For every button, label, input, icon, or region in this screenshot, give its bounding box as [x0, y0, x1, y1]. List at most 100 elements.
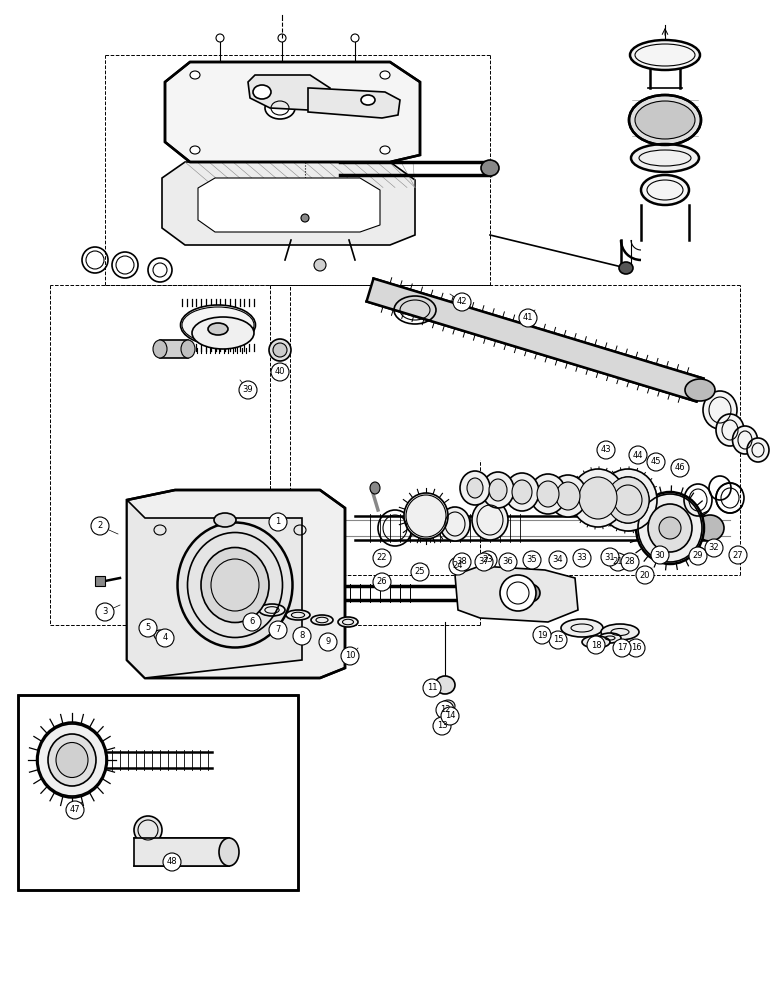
- Ellipse shape: [472, 500, 508, 540]
- Circle shape: [341, 647, 359, 665]
- Text: 43: 43: [601, 446, 611, 454]
- Text: 45: 45: [651, 458, 662, 466]
- Ellipse shape: [301, 214, 309, 222]
- Ellipse shape: [269, 339, 291, 361]
- Circle shape: [373, 549, 391, 567]
- Ellipse shape: [219, 838, 239, 866]
- Text: 14: 14: [445, 712, 455, 720]
- Polygon shape: [127, 500, 302, 678]
- Ellipse shape: [190, 71, 200, 79]
- Text: 32: 32: [709, 544, 720, 552]
- Text: 17: 17: [617, 644, 628, 652]
- Text: 10: 10: [345, 652, 355, 660]
- Text: 38: 38: [456, 558, 467, 566]
- Ellipse shape: [253, 85, 271, 99]
- Text: 27: 27: [733, 550, 743, 560]
- Circle shape: [436, 701, 454, 719]
- Ellipse shape: [641, 175, 689, 205]
- Ellipse shape: [520, 584, 540, 602]
- Text: 20: 20: [640, 570, 650, 580]
- Ellipse shape: [530, 474, 566, 514]
- Ellipse shape: [614, 485, 642, 515]
- Text: 21: 21: [613, 558, 623, 566]
- Circle shape: [441, 707, 459, 725]
- Ellipse shape: [619, 262, 633, 274]
- Circle shape: [139, 619, 157, 637]
- Ellipse shape: [505, 473, 539, 511]
- Ellipse shape: [571, 469, 625, 527]
- Circle shape: [475, 553, 493, 571]
- Polygon shape: [198, 178, 380, 232]
- Ellipse shape: [273, 343, 287, 357]
- Ellipse shape: [181, 340, 195, 358]
- Circle shape: [549, 631, 567, 649]
- Circle shape: [533, 626, 551, 644]
- Ellipse shape: [601, 624, 639, 640]
- Text: 19: 19: [537, 631, 547, 640]
- Ellipse shape: [190, 146, 200, 154]
- Ellipse shape: [584, 483, 612, 513]
- Text: 8: 8: [300, 632, 305, 641]
- Circle shape: [621, 553, 639, 571]
- Polygon shape: [165, 62, 420, 162]
- Circle shape: [373, 573, 391, 591]
- Ellipse shape: [599, 469, 657, 531]
- Text: 48: 48: [167, 857, 178, 866]
- Bar: [160, 340, 188, 358]
- Circle shape: [66, 801, 84, 819]
- Ellipse shape: [537, 481, 559, 507]
- Ellipse shape: [703, 391, 737, 429]
- Ellipse shape: [630, 40, 700, 70]
- Circle shape: [629, 446, 647, 464]
- Circle shape: [549, 551, 567, 569]
- Text: 23: 23: [482, 556, 493, 564]
- Ellipse shape: [208, 323, 228, 335]
- Circle shape: [609, 553, 627, 571]
- Text: 36: 36: [503, 558, 513, 566]
- Ellipse shape: [549, 475, 587, 517]
- Polygon shape: [162, 162, 415, 245]
- Circle shape: [636, 566, 654, 584]
- Ellipse shape: [460, 471, 490, 505]
- Text: 33: 33: [577, 554, 587, 562]
- Text: 34: 34: [553, 556, 564, 564]
- Text: 7: 7: [276, 626, 281, 635]
- Circle shape: [705, 539, 723, 557]
- Circle shape: [91, 517, 109, 535]
- Text: 15: 15: [553, 636, 564, 645]
- Circle shape: [597, 441, 615, 459]
- Text: 44: 44: [633, 450, 643, 460]
- Text: 28: 28: [625, 558, 635, 566]
- Ellipse shape: [733, 426, 757, 454]
- Circle shape: [613, 639, 631, 657]
- Circle shape: [239, 381, 257, 399]
- Text: 9: 9: [325, 638, 330, 647]
- Ellipse shape: [404, 493, 448, 539]
- Text: 35: 35: [527, 556, 537, 564]
- Ellipse shape: [440, 507, 470, 541]
- Text: 30: 30: [655, 550, 665, 560]
- Circle shape: [627, 639, 645, 657]
- Ellipse shape: [370, 482, 380, 494]
- Text: 5: 5: [145, 624, 151, 633]
- Circle shape: [519, 309, 537, 327]
- Ellipse shape: [435, 676, 455, 694]
- Ellipse shape: [636, 492, 704, 564]
- Polygon shape: [248, 75, 330, 110]
- Circle shape: [293, 627, 311, 645]
- Circle shape: [671, 459, 689, 477]
- Circle shape: [479, 551, 497, 569]
- Ellipse shape: [607, 477, 649, 523]
- Ellipse shape: [685, 379, 715, 401]
- Text: 42: 42: [457, 298, 467, 306]
- Circle shape: [453, 293, 471, 311]
- Ellipse shape: [561, 619, 603, 637]
- Ellipse shape: [577, 475, 619, 521]
- Ellipse shape: [181, 305, 256, 345]
- Ellipse shape: [311, 615, 333, 625]
- Ellipse shape: [716, 414, 744, 446]
- Text: 3: 3: [103, 607, 107, 616]
- Ellipse shape: [481, 160, 499, 176]
- Text: 25: 25: [415, 568, 425, 576]
- Ellipse shape: [512, 480, 532, 504]
